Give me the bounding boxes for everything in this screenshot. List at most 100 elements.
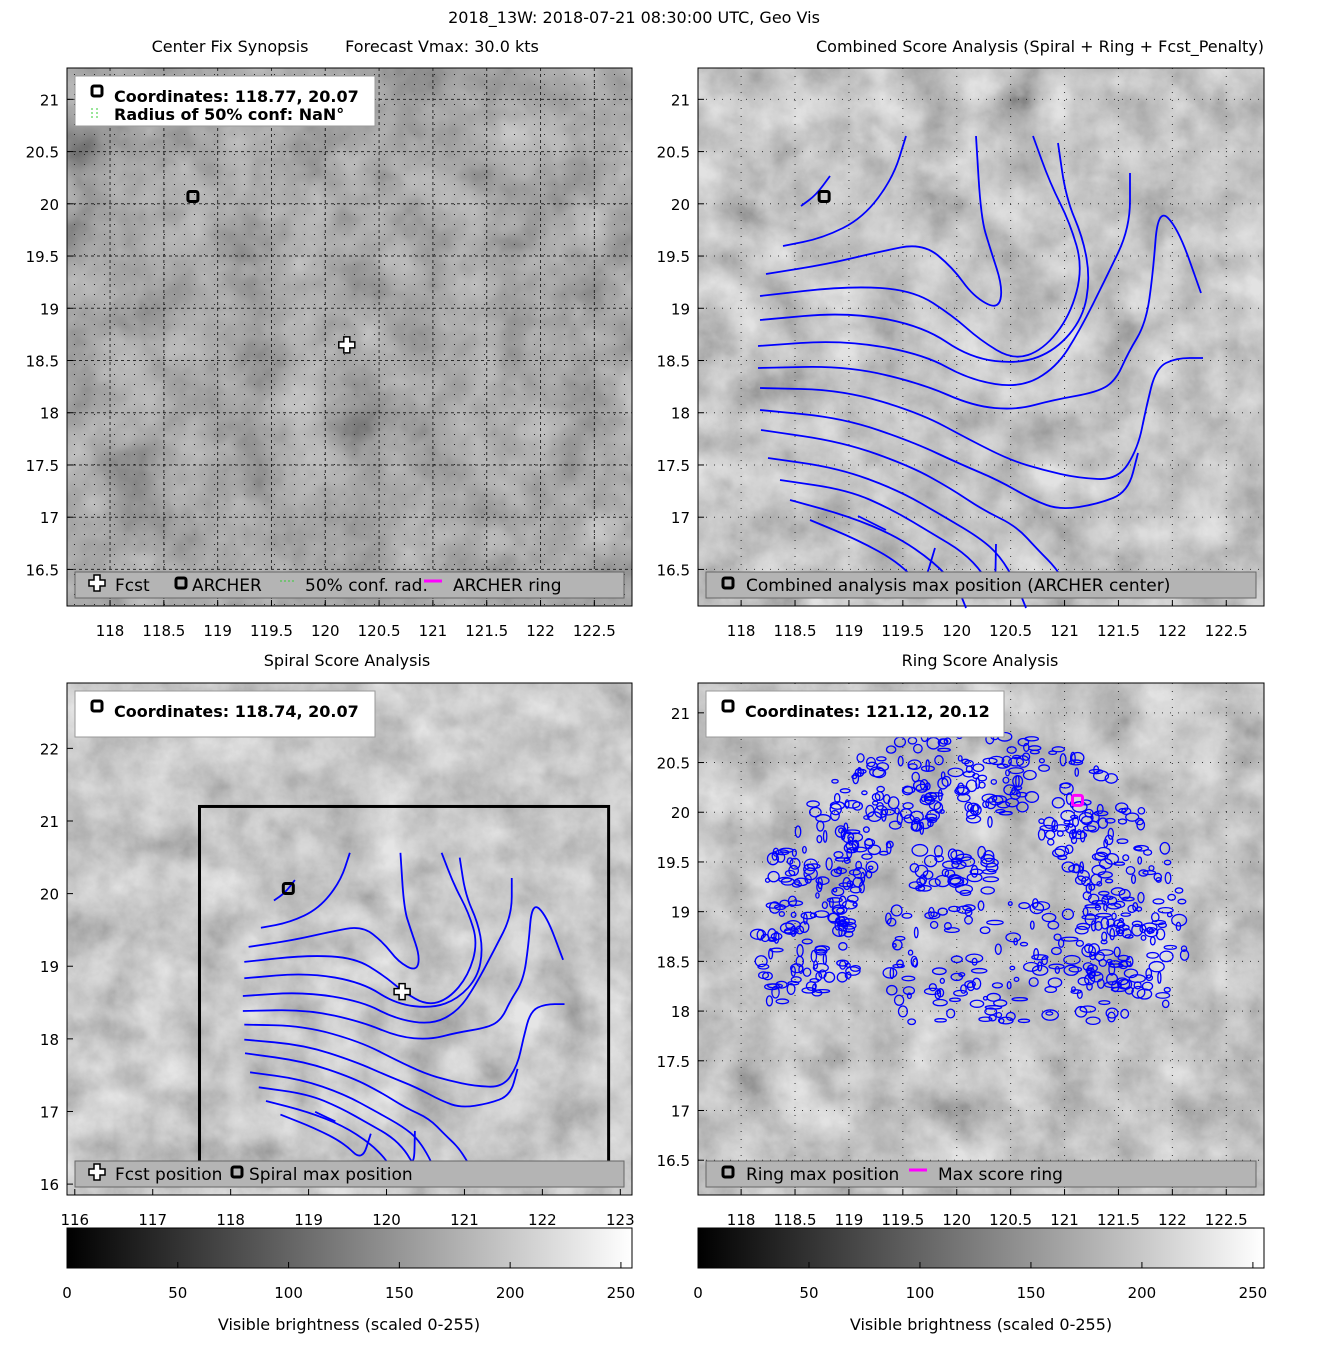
x-tick-label: 119 xyxy=(294,1211,323,1229)
ring-contour xyxy=(876,756,887,762)
ring-contour xyxy=(861,790,868,796)
ring-contour xyxy=(889,967,895,980)
ring-contour xyxy=(1177,898,1187,905)
ring-contour xyxy=(941,868,950,878)
legend-square-icon xyxy=(230,1165,244,1179)
y-tick-label: 20 xyxy=(671,804,690,822)
ring-contour xyxy=(827,912,839,923)
y-tick-label: 16.5 xyxy=(26,561,59,579)
legend: Fcst position Spiral max position xyxy=(74,1160,625,1188)
ring-contour xyxy=(1095,912,1112,918)
ring-contour xyxy=(767,870,780,883)
ring-contour xyxy=(1064,844,1074,855)
ring-contour xyxy=(987,816,993,828)
ring-contour xyxy=(1071,801,1088,813)
ring-contour xyxy=(856,753,865,763)
ring-contour xyxy=(1106,958,1113,964)
ring-contour xyxy=(1006,981,1012,990)
spiral-contour-line xyxy=(757,173,1131,387)
ring-contour xyxy=(910,955,918,967)
ring-contour xyxy=(1053,824,1070,832)
ring-contour xyxy=(769,947,784,953)
ring-contour xyxy=(876,785,885,793)
ring-contour xyxy=(1070,835,1078,845)
ring-contour xyxy=(954,786,971,796)
x-tick-label: 118.5 xyxy=(774,1211,817,1229)
ring-contour xyxy=(1051,796,1065,809)
ring-contour xyxy=(1074,767,1080,777)
ring-contour xyxy=(774,849,790,856)
legend-label: 50% conf. rad. xyxy=(305,576,428,596)
ring-contour xyxy=(901,912,913,919)
ring-contour xyxy=(950,972,964,982)
ring-contour xyxy=(803,858,819,872)
y-tick-label: 19.5 xyxy=(26,248,59,266)
ring-title: Ring Score Analysis xyxy=(902,651,1059,670)
ring-contour xyxy=(1123,968,1139,979)
ring-contour xyxy=(834,825,847,838)
ring-contour xyxy=(1104,817,1116,824)
ring-contour xyxy=(806,800,820,808)
ring-contour xyxy=(784,929,796,935)
ring-contour xyxy=(936,988,945,998)
ring-contour xyxy=(1008,756,1025,767)
ring-contour xyxy=(966,981,975,992)
ring-contour xyxy=(849,886,862,894)
ring-contour xyxy=(802,967,812,977)
ring-contour xyxy=(977,900,985,911)
ring-contour xyxy=(1116,838,1129,845)
ring-contour xyxy=(1041,912,1057,923)
ring-contour xyxy=(1166,912,1173,918)
spiral-contour-line xyxy=(265,1100,395,1175)
ring-contour xyxy=(917,884,932,892)
spiral-contour-line xyxy=(258,1086,416,1162)
ring-contour xyxy=(768,901,781,914)
ring-contour xyxy=(1145,974,1154,982)
y-tick-label: 17 xyxy=(671,509,690,527)
ring-contour xyxy=(842,925,856,933)
ring-contour xyxy=(1153,872,1163,882)
ring-contour xyxy=(1047,977,1063,988)
ring-contour xyxy=(1054,965,1061,974)
ring-contour xyxy=(897,755,904,767)
ring-contour xyxy=(830,868,842,878)
colorbar-tick-label: 0 xyxy=(62,1284,72,1302)
colorbar-tick-label: 100 xyxy=(274,1284,303,1302)
ring-contour xyxy=(816,834,823,844)
ring-contour xyxy=(1124,986,1134,995)
colorbar-left-gradient xyxy=(66,1227,633,1269)
spiral-contour-line xyxy=(280,1113,372,1157)
y-tick-label: 17.5 xyxy=(26,457,59,475)
colorbar-right-label: Visible brightness (scaled 0-255) xyxy=(850,1315,1112,1334)
image-tint xyxy=(698,68,1264,606)
ring-contour xyxy=(754,955,768,968)
x-tick-label: 122 xyxy=(1158,1211,1187,1229)
ring-contour xyxy=(957,755,963,762)
ring-contour xyxy=(906,992,912,1000)
ring-contour xyxy=(915,783,929,793)
ring-contour xyxy=(912,780,926,791)
ring-contour xyxy=(795,955,805,967)
x-tick-label: 121 xyxy=(1050,622,1079,640)
ring-contour xyxy=(959,856,976,868)
ring-contour xyxy=(943,922,952,931)
ring-contour xyxy=(986,919,1004,926)
ring-contour xyxy=(874,805,889,819)
ring-contour xyxy=(844,799,850,809)
ring-contour xyxy=(907,949,914,956)
ring-contour xyxy=(916,877,926,886)
ring-contour xyxy=(998,1018,1005,1024)
y-tick-label: 20 xyxy=(671,196,690,214)
info-box-line: Radius of 50% conf: NaN° xyxy=(114,105,344,124)
y-tick-label: 21 xyxy=(40,91,59,109)
ring-contour xyxy=(1007,901,1013,907)
ring-contour xyxy=(953,989,969,997)
ring-contour xyxy=(801,845,807,854)
archer-center-marker xyxy=(817,189,831,203)
ring-contour xyxy=(949,876,969,887)
ring-contour xyxy=(1031,954,1049,961)
ring-contour xyxy=(892,963,905,969)
x-tick-label: 118 xyxy=(727,622,756,640)
ring-contour xyxy=(1142,870,1157,876)
ring-contour xyxy=(1060,936,1079,942)
